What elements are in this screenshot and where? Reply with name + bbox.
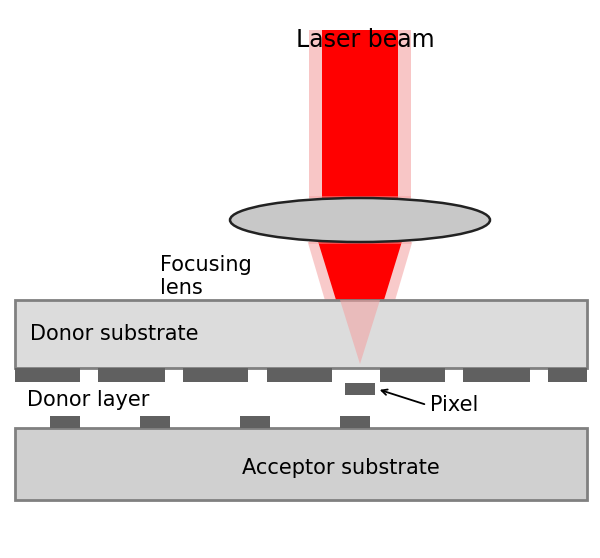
Bar bbox=[183, 368, 248, 382]
Text: Laser beam: Laser beam bbox=[296, 28, 434, 52]
Bar bbox=[15, 300, 587, 368]
Text: Donor substrate: Donor substrate bbox=[30, 324, 199, 344]
Polygon shape bbox=[322, 30, 398, 198]
Text: Acceptor substrate: Acceptor substrate bbox=[242, 458, 440, 478]
Bar bbox=[98, 368, 165, 382]
Bar bbox=[15, 368, 30, 382]
Bar bbox=[380, 368, 445, 382]
Polygon shape bbox=[318, 242, 402, 365]
Bar bbox=[309, 196, 412, 244]
Bar bbox=[340, 416, 370, 428]
Polygon shape bbox=[308, 242, 412, 365]
Bar bbox=[50, 416, 80, 428]
Bar bbox=[240, 416, 270, 428]
Bar bbox=[15, 428, 587, 500]
Ellipse shape bbox=[230, 198, 490, 242]
Bar bbox=[15, 368, 80, 382]
Text: Donor layer: Donor layer bbox=[27, 390, 149, 410]
Bar bbox=[267, 368, 332, 382]
Bar bbox=[140, 416, 170, 428]
Bar bbox=[463, 368, 530, 382]
Bar bbox=[548, 368, 587, 382]
Polygon shape bbox=[340, 300, 380, 364]
Text: Focusing
lens: Focusing lens bbox=[160, 255, 252, 298]
Bar bbox=[572, 368, 587, 382]
Text: Pixel: Pixel bbox=[430, 395, 478, 415]
Bar bbox=[345, 383, 375, 395]
Polygon shape bbox=[309, 30, 412, 198]
